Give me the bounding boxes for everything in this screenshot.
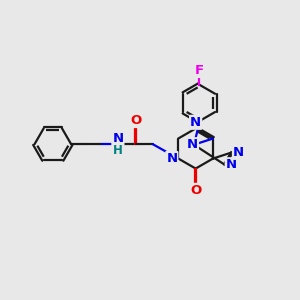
Text: N: N bbox=[233, 146, 244, 159]
Text: N: N bbox=[166, 152, 177, 165]
Text: N: N bbox=[190, 116, 201, 129]
Text: H: H bbox=[113, 144, 123, 157]
Text: O: O bbox=[190, 184, 201, 197]
Text: N: N bbox=[187, 138, 198, 151]
Text: N: N bbox=[226, 158, 237, 171]
Text: O: O bbox=[130, 114, 141, 127]
Text: N: N bbox=[112, 132, 124, 145]
Text: F: F bbox=[195, 64, 204, 77]
